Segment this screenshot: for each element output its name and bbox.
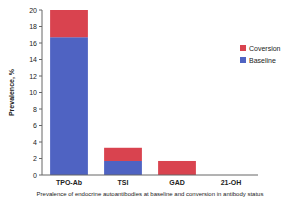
- x-tick-label: GAD: [169, 179, 185, 186]
- y-tick: [39, 26, 42, 27]
- y-tick-label: 16: [29, 40, 37, 47]
- y-tick: [39, 76, 42, 77]
- legend-label: Baseline: [249, 57, 276, 64]
- y-tick-label: 0: [33, 172, 37, 179]
- y-tick-label: 18: [29, 23, 37, 30]
- y-tick: [39, 59, 42, 60]
- y-tick-label: 14: [29, 56, 37, 63]
- caption: Prevalence of endocrine autoantibodies a…: [37, 191, 264, 197]
- y-tick: [39, 142, 42, 143]
- bar-segment: [50, 37, 88, 175]
- x-tick-label: TSI: [118, 179, 129, 186]
- y-tick: [39, 125, 42, 126]
- x-tick-label: 21-OH: [221, 179, 242, 186]
- y-tick: [39, 92, 42, 93]
- x-axis: [42, 175, 258, 176]
- legend-label: Coversion: [249, 45, 281, 52]
- y-tick-label: 6: [33, 122, 37, 129]
- chart-container: 0 2 4 6 8 10 12 14 16 18 20 TPO-Ab TSI GAD 21-OH Preval…: [0, 0, 300, 200]
- y-tick-label: 8: [33, 106, 37, 113]
- y-tick-label: 20: [29, 7, 37, 14]
- y-tick: [39, 43, 42, 44]
- legend-swatch: [240, 57, 246, 63]
- y-axis-label: Prevalence, %: [8, 68, 16, 116]
- legend: Coversion Baseline: [240, 45, 281, 64]
- y-tick-label: 4: [33, 139, 37, 146]
- y-tick: [39, 175, 42, 176]
- y-tick: [39, 109, 42, 110]
- bar-segment: [104, 161, 142, 175]
- bars: [50, 10, 196, 175]
- y-tick-label: 2: [33, 155, 37, 162]
- chart: 0 2 4 6 8 10 12 14 16 18 20 TPO-Ab TSI GAD 21-OH Preval…: [0, 0, 300, 200]
- y-tick-label: 10: [29, 89, 37, 96]
- y-tick-label: 12: [29, 73, 37, 80]
- y-tick: [39, 158, 42, 159]
- legend-swatch: [240, 45, 246, 51]
- bar-segment: [104, 148, 142, 161]
- bar-segment: [158, 161, 196, 175]
- x-tick-label: TPO-Ab: [56, 179, 82, 186]
- bar-segment: [50, 10, 88, 37]
- y-tick: [39, 10, 42, 11]
